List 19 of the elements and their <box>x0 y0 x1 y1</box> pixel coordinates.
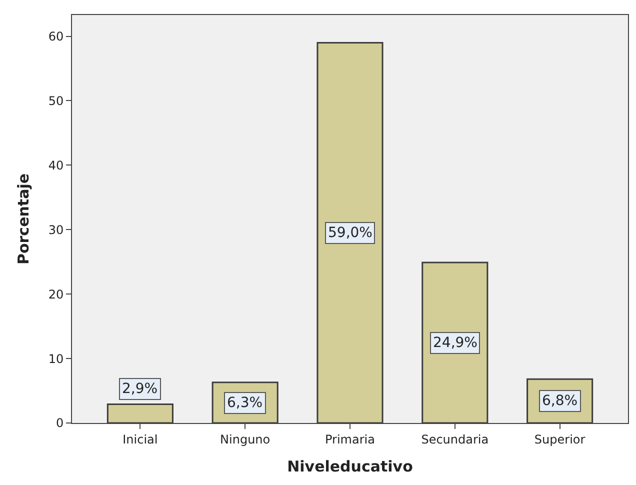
x-tick-label: Secundaria <box>421 432 489 446</box>
x-axis-title: Niveleducativo <box>287 457 413 476</box>
y-tick-label: 50 <box>48 94 64 108</box>
y-tick-label: 0 <box>56 416 64 430</box>
y-axis-title: Porcentaje <box>14 173 33 265</box>
data-label: 2,9% <box>122 381 158 397</box>
y-tick-label: 40 <box>48 158 64 172</box>
data-label: 59,0% <box>328 225 372 241</box>
y-tick-label: 30 <box>48 222 64 237</box>
data-label: 24,9% <box>433 335 478 351</box>
y-tick-label: 60 <box>48 29 64 44</box>
y-tick-label: 20 <box>48 287 64 302</box>
x-tick-label: Superior <box>534 432 586 446</box>
x-tick-label: Inicial <box>122 432 158 446</box>
x-tick-label: Primaria <box>325 432 375 446</box>
data-label: 6,8% <box>542 393 578 409</box>
y-tick-label: 10 <box>48 352 64 366</box>
data-label: 6,3% <box>227 395 263 411</box>
x-tick-label: Ninguno <box>220 432 270 446</box>
